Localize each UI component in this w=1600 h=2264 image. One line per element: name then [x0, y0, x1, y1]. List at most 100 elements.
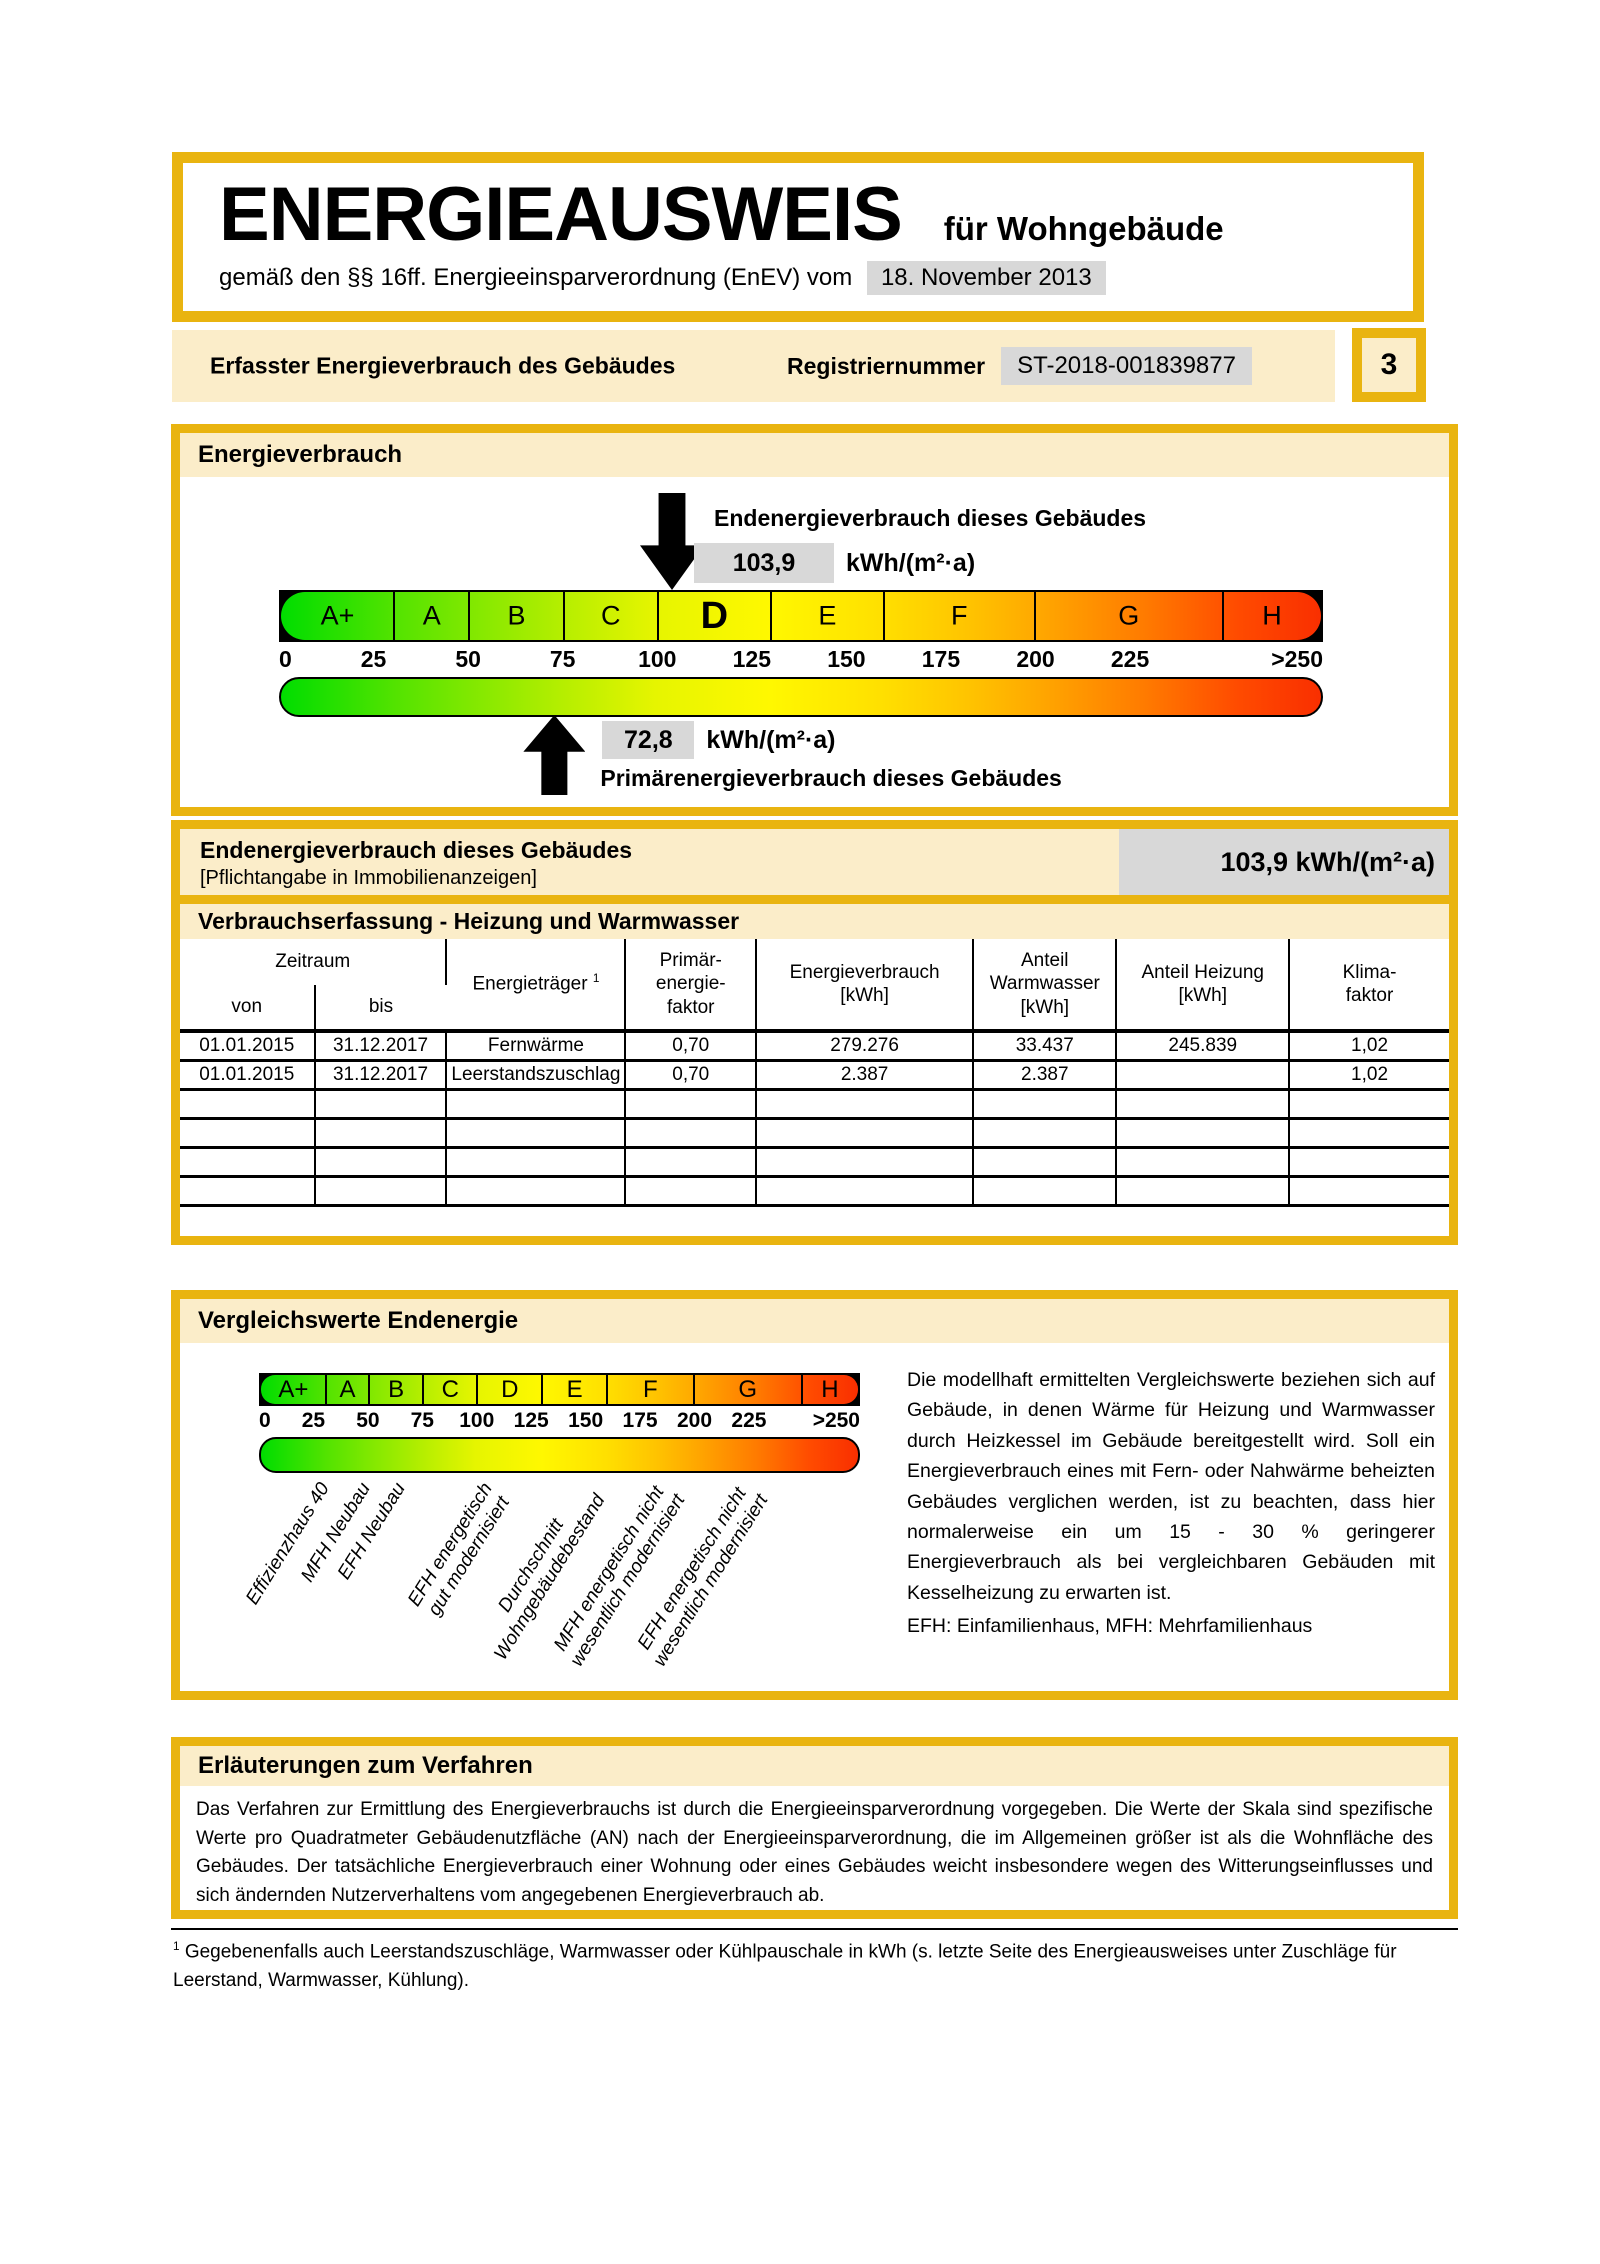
band-label-A: A	[339, 1375, 356, 1403]
explanation-panel-title: Erläuterungen zum Verfahren	[180, 1746, 1449, 1786]
cell-empty	[756, 1118, 975, 1149]
comparison-reference-labels: Effizienzhaus 40 MFH Neubau EFH Neubau EFH …	[242, 1479, 860, 1693]
col-primary-factor: Primär- energie- faktor	[625, 939, 758, 1033]
band-divider-G	[1222, 592, 1225, 640]
consumption-table-title: Verbrauchserfassung - Heizung und Warmwa…	[180, 904, 1449, 939]
table-row-empty	[180, 1147, 1449, 1178]
band-label-H: H	[821, 1375, 839, 1403]
cell-carrier: Fernwärme	[446, 1031, 627, 1062]
comparison-body-text: Die modellhaft ermittelten Vergleichswer…	[907, 1369, 1435, 1604]
cell-empty	[756, 1176, 975, 1207]
comparison-panel: Vergleichswerte Endenergie A+ A B C D E F G H 0 2…	[171, 1290, 1458, 1700]
cell-empty	[1289, 1089, 1449, 1120]
cell-empty	[446, 1089, 627, 1120]
cell-empty	[625, 1176, 758, 1207]
footnote-marker: 1	[173, 1940, 180, 1953]
cell-to: 31.12.2017	[314, 1031, 448, 1062]
band-label-A+: A+	[320, 600, 355, 631]
col-period-to: bis	[314, 985, 447, 1033]
axis-tick-25: 25	[301, 1409, 326, 1432]
band-divider-A+	[393, 592, 396, 640]
cell-primary_factor: 0,70	[625, 1060, 758, 1091]
cell-empty	[625, 1118, 758, 1149]
cell-consumption: 2.387	[756, 1060, 975, 1091]
axis-tick-100: 100	[459, 1409, 495, 1432]
axis-tick-225: 225	[731, 1409, 767, 1432]
band-divider-C	[656, 592, 659, 640]
banner-title: Endenergieverbrauch dieses Gebäudes	[200, 837, 633, 863]
cell-climate: 1,02	[1289, 1031, 1449, 1062]
abbreviation-note: EFH: Einfamilienhaus, MFH: Mehrfamilienh…	[907, 1615, 1313, 1637]
band-divider-F	[1033, 592, 1036, 640]
axis-tick-100: 100	[638, 646, 677, 672]
band-label-D: D	[501, 1375, 519, 1403]
energy-scale-axis: 0 25 50 75 100 125 150 175 200 225 >250	[279, 646, 1323, 673]
cell-empty	[446, 1147, 627, 1178]
band-label-E: E	[566, 1375, 583, 1403]
comparison-gradient-bar	[259, 1437, 860, 1473]
band-label-H: H	[1262, 600, 1282, 631]
band-divider-E	[606, 1375, 609, 1404]
axis-tick-125: 125	[732, 646, 771, 672]
footnote-text: Gegebenenfalls auch Leerstandszuschläge,…	[173, 1941, 1397, 1991]
cell-empty	[314, 1089, 448, 1120]
band-label-G: G	[738, 1375, 758, 1403]
comparison-class-scale-bar: A+ A B C D E F G H	[259, 1373, 860, 1406]
table-row: 01.01.2015 31.12.2017 Fernwärme 0,70 279.276…	[180, 1031, 1449, 1062]
cell-empty	[446, 1176, 627, 1207]
axis-tick-200: 200	[1016, 646, 1055, 672]
band-label-F: F	[951, 600, 968, 631]
end-energy-unit: kWh/(m²·a)	[846, 548, 976, 577]
band-label-E: E	[818, 600, 837, 631]
registration-strip: Erfasster Energieverbrauch des Gebäudes …	[172, 330, 1335, 402]
axis-tick-175: 175	[622, 1409, 658, 1432]
end-energy-value: 103,9	[694, 543, 834, 583]
band-label-B: B	[388, 1375, 405, 1403]
cell-heating	[1116, 1060, 1291, 1091]
footnote: 1 Gegebenenfalls auch Leerstandszuschläg…	[173, 1938, 1458, 1995]
col-period-from: von	[180, 985, 316, 1033]
cell-empty	[973, 1089, 1118, 1120]
axis-tick-225: 225	[1110, 646, 1150, 672]
energy-class-scale-bar: A+ A B C D E F G H	[279, 590, 1323, 642]
band-divider-A+	[324, 1375, 327, 1404]
axis-tick-150: 150	[568, 1409, 604, 1432]
comparison-panel-title: Vergleichswerte Endenergie	[180, 1299, 1449, 1343]
band-label-F: F	[643, 1375, 658, 1403]
cell-empty	[314, 1118, 448, 1149]
cell-hot_water: 33.437	[973, 1031, 1118, 1062]
cell-empty	[314, 1176, 448, 1207]
law-reference-text: gemäß den §§ 16ff. Energieeinsparverordn…	[219, 263, 853, 291]
end-energy-label: Endenergieverbrauch dieses Gebäudes	[714, 505, 1147, 531]
axis-tick->250: >250	[812, 1409, 860, 1432]
band-divider-D	[541, 1375, 544, 1404]
energy-panel-title: Energieverbrauch	[180, 433, 1449, 477]
axis-tick->250: >250	[1271, 646, 1323, 672]
consumption-panel: Endenergieverbrauch dieses Gebäudes [Pfl…	[171, 820, 1458, 1245]
cell-empty	[446, 1118, 627, 1149]
energy-class-gradient: A+ A B C D E F G H	[281, 592, 1321, 640]
table-row-empty	[180, 1176, 1449, 1207]
band-divider-G	[800, 1375, 803, 1404]
end-energy-banner: Endenergieverbrauch dieses Gebäudes [Pfl…	[180, 829, 1449, 895]
axis-tick-200: 200	[676, 1409, 713, 1432]
primary-energy-value: 72,8	[602, 721, 695, 759]
primary-energy-label: Primärenergieverbrauch dieses Gebäudes	[600, 765, 1062, 791]
document-title-suffix: für Wohngebäude	[943, 210, 1224, 247]
cell-heating: 245.839	[1116, 1031, 1291, 1062]
band-divider-B	[562, 592, 565, 640]
cell-to: 31.12.2017	[314, 1060, 448, 1091]
band-divider-F	[692, 1375, 695, 1404]
band-label-G: G	[1118, 600, 1140, 631]
cell-from: 01.01.2015	[180, 1031, 316, 1062]
comparison-scale-axis: 0 25 50 75 100 125 150 175 200 225 >250	[259, 1409, 860, 1433]
cell-empty	[973, 1118, 1118, 1149]
document-title: ENERGIEAUSWEIS	[219, 172, 903, 257]
band-divider-A	[468, 592, 471, 640]
primary-energy-unit: kWh/(m²·a)	[706, 725, 836, 754]
cell-empty	[625, 1089, 758, 1120]
cell-empty	[973, 1147, 1118, 1178]
cell-empty	[1116, 1176, 1291, 1207]
register-number-value: ST-2018-001839877	[1001, 347, 1252, 385]
